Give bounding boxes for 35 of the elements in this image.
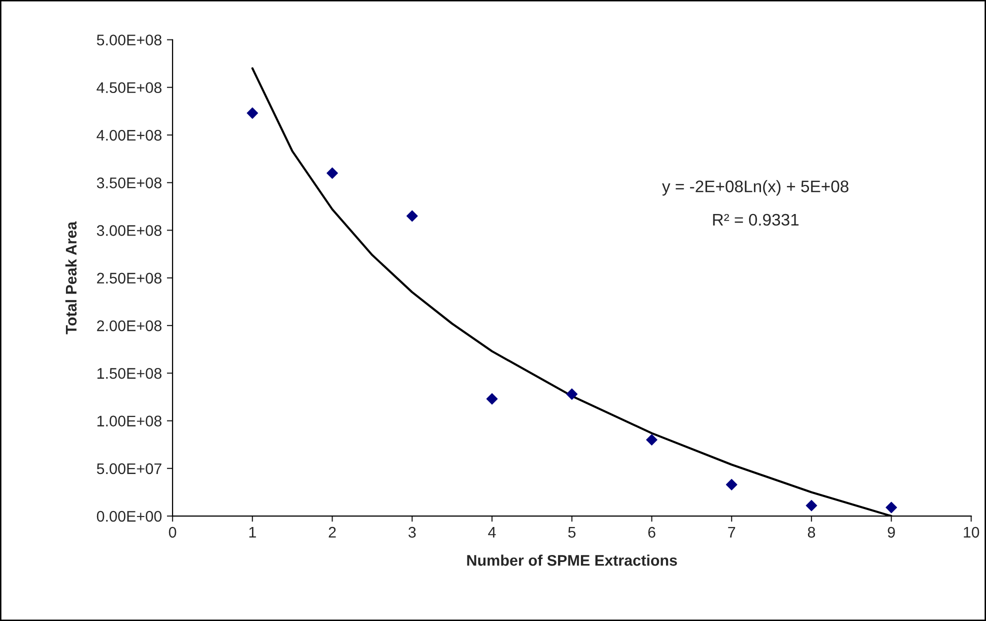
x-axis-title: Number of SPME Extractions	[467, 554, 677, 566]
point	[406, 210, 418, 222]
y-tick-label: 2.50E+08	[97, 272, 162, 284]
y-tick-label: 4.50E+08	[96, 82, 162, 94]
x-tick-label: 3	[408, 526, 416, 538]
y-tick-label: 0.00E+00	[96, 510, 162, 522]
point	[806, 500, 818, 512]
y-tick-label: 3.00E+08	[96, 225, 162, 236]
y-tick-label: 3.50E+08	[96, 178, 162, 188]
x-tick-label: 0	[168, 526, 176, 538]
point	[566, 388, 578, 400]
y-tick-label: 1.50E+08	[97, 368, 162, 379]
point	[486, 393, 498, 405]
x-tick-label: 1	[249, 527, 256, 538]
y-tick-label: 4.00E+08	[96, 130, 162, 141]
x-tick-label: 5	[568, 527, 576, 538]
y-tick-label: 2.00E+08	[97, 320, 162, 332]
x-tick-label: 2	[328, 526, 336, 538]
point	[886, 502, 898, 514]
x-tick-label: 8	[808, 526, 816, 538]
annotation: R² = 0.9331	[713, 214, 799, 226]
annotation: y = -2E+08Ln(x) + 5E+08	[662, 180, 848, 196]
point	[246, 107, 258, 119]
point	[326, 167, 338, 179]
y-tick-label: 1.00E+08	[97, 416, 162, 426]
x-tick-label: 6	[648, 526, 656, 538]
point	[646, 434, 658, 446]
x-tick-label: 7	[728, 527, 736, 538]
x-tick-label: 9	[888, 526, 895, 538]
x-tick-label: 4	[488, 527, 496, 538]
y-tick-label: 5.00E+07	[96, 463, 162, 474]
y-axis-title: Total Peak Area	[65, 221, 77, 334]
point	[726, 478, 738, 490]
y-tick-label: 5.00E+08	[96, 34, 162, 46]
x-tick-label: 10	[964, 526, 980, 538]
